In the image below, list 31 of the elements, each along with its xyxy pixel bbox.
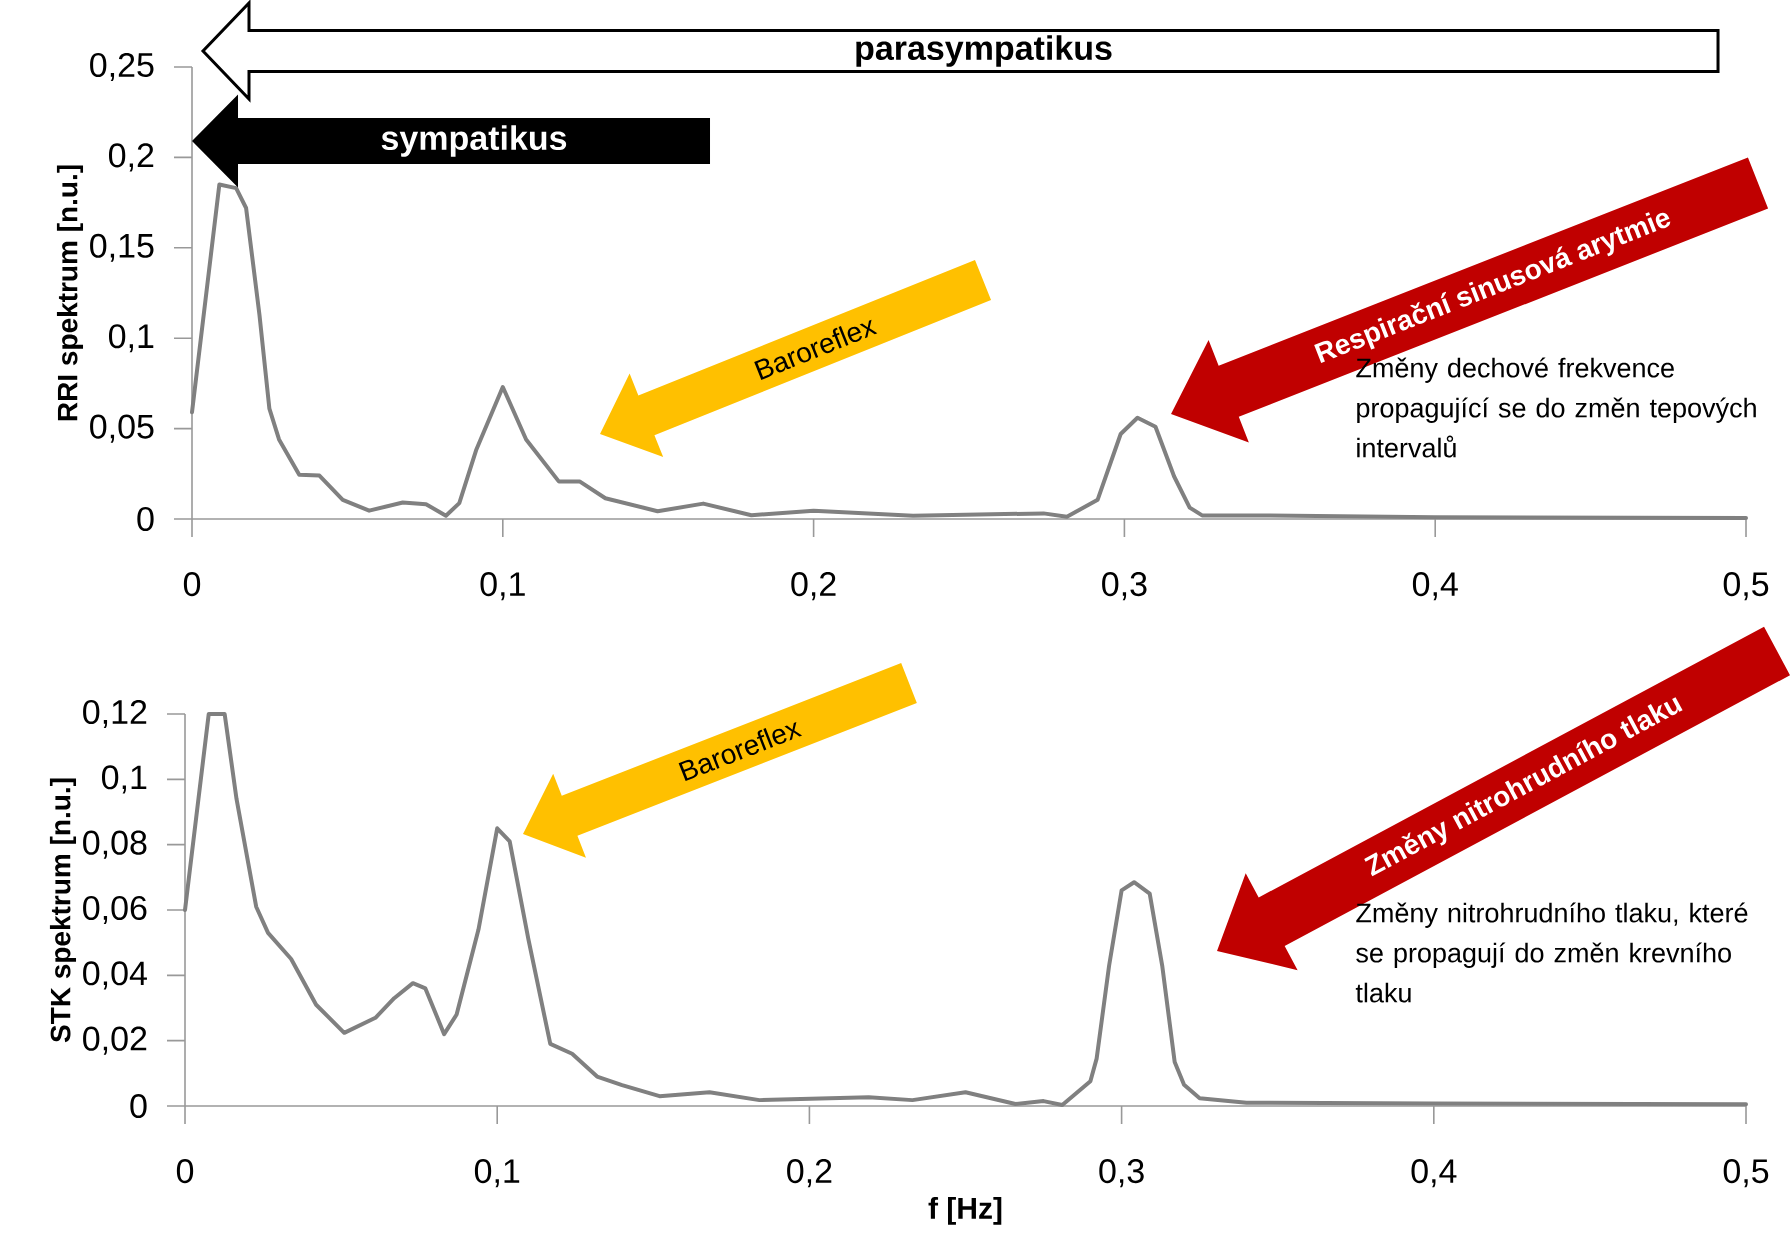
- y-tick-label: 0,08: [83, 830, 147, 859]
- x-tick-label: 0,4: [1411, 1159, 1457, 1188]
- y-tick-label: 0,05: [90, 414, 154, 443]
- y-tick-label: 0,1: [101, 765, 147, 794]
- y-tick-label: 0,25: [90, 52, 154, 82]
- y-tick-label: 0,15: [90, 233, 154, 262]
- annotation: Změny nitrohrudního tlaku, které se propagují do změn krevního tlaku: [1355, 902, 1748, 1003]
- y-axis-title: STK spektrum [n.u.]: [49, 778, 77, 1043]
- x-tick-label: 0,1: [480, 572, 525, 601]
- y-tick-label: 0,2: [108, 143, 154, 172]
- x-tick-label: 0,3: [1099, 1159, 1144, 1188]
- y-axis-title: RRI spektrum [n.u.]: [56, 165, 84, 421]
- x-tick-label: 0,2: [791, 572, 836, 601]
- x-tick-label: 0,1: [474, 1159, 520, 1188]
- y-tick-label: 0,02: [83, 1026, 147, 1055]
- y-tick-label: 0,06: [83, 895, 147, 925]
- y-tick-label: 0: [137, 506, 154, 532]
- y-tick-label: 0,04: [83, 961, 147, 990]
- text: parasympatikus: [856, 35, 1112, 67]
- y-tick-label: 0,1: [108, 324, 154, 353]
- x-tick-label: 0,3: [1102, 572, 1147, 601]
- x-tick-label: 0,2: [787, 1159, 832, 1188]
- x-tick-label: 0: [183, 572, 201, 597]
- x-tick-label: 0,5: [1723, 572, 1769, 601]
- x-tick-label: 0: [176, 1159, 194, 1184]
- y-tick-label: 0,12: [83, 699, 147, 729]
- x-tick-label: 0,5: [1723, 1159, 1769, 1188]
- y-tick-label: 0: [130, 1093, 147, 1119]
- annotation: sympatikus: [381, 125, 567, 157]
- x-axis-title: f [Hz]: [928, 1196, 1002, 1225]
- x-tick-label: 0,4: [1412, 572, 1458, 601]
